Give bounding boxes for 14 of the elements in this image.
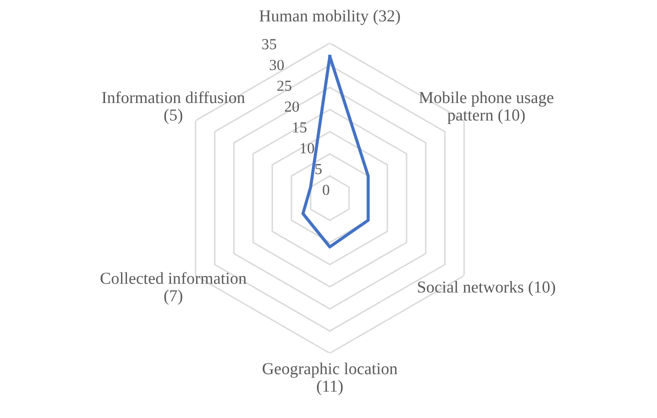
y-tick-label: 0 — [322, 184, 330, 196]
spoke-label: Information diffusion (5) — [102, 91, 245, 124]
spoke-label: Social networks (10) — [418, 280, 556, 296]
y-tick-label: 15 — [293, 122, 306, 133]
spoke-label: Geographic location (11) — [262, 362, 398, 396]
spoke-label: Human mobility (32) — [259, 10, 400, 25]
y-tick-label: 30 — [270, 60, 284, 70]
spoke-label: Collected information (7) — [100, 272, 246, 305]
y-tick-label: 35 — [262, 39, 276, 50]
y-tick-label: 5 — [315, 164, 322, 174]
spoke-label: Mobile phone usage pattern (10) — [419, 91, 554, 124]
y-tick-label: 20 — [284, 101, 299, 112]
y-tick-label: 10 — [300, 143, 314, 154]
y-tick-label: 25 — [277, 80, 292, 91]
